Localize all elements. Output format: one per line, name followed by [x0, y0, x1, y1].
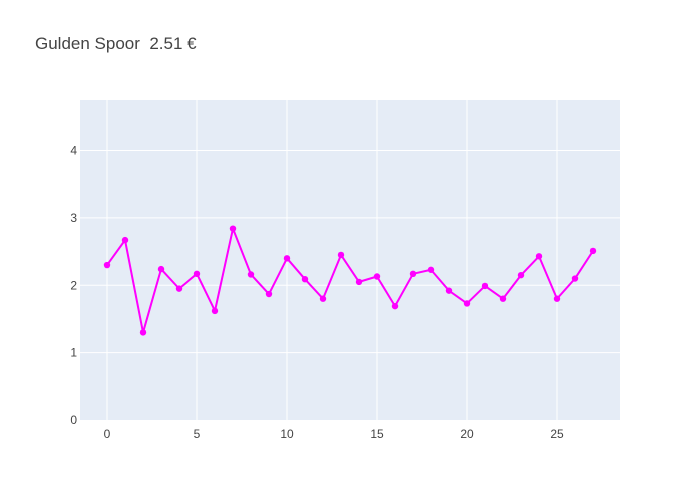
- data-point: [553, 295, 561, 302]
- y-tick-label: 2: [70, 278, 77, 292]
- data-point: [409, 270, 417, 278]
- data-point: [211, 307, 219, 315]
- y-tick-label: 0: [70, 413, 77, 427]
- data-point: [355, 278, 363, 286]
- data-point: [265, 290, 273, 298]
- y-tick-label: 3: [70, 211, 77, 225]
- data-point: [139, 329, 147, 336]
- data-point: [301, 276, 309, 283]
- data-point: [193, 270, 201, 278]
- x-tick-label: 20: [460, 427, 474, 441]
- x-tick-label: 0: [104, 427, 111, 441]
- data-point: [175, 285, 183, 292]
- data-point: [157, 265, 165, 273]
- x-tick-label: 5: [194, 427, 201, 441]
- chart-title: Gulden Spoor 2.51 €: [35, 34, 197, 53]
- data-point: [535, 253, 543, 260]
- data-point: [103, 261, 111, 269]
- data-point: [517, 271, 525, 279]
- data-point: [283, 255, 291, 262]
- plot-area: [80, 100, 620, 420]
- data-point: [319, 295, 327, 302]
- data-point: [247, 271, 255, 278]
- data-point: [481, 282, 489, 290]
- data-point: [121, 236, 129, 244]
- data-point: [589, 247, 597, 255]
- data-point: [445, 287, 453, 294]
- x-tick-label: 15: [370, 427, 384, 441]
- tick-labels: 0 5 10 15 20 25 0 1 2 3 4: [70, 144, 564, 441]
- y-tick-label: 4: [70, 144, 77, 158]
- series-line: [106, 227, 594, 334]
- data-point: [229, 225, 237, 232]
- grid-lines: [80, 100, 620, 420]
- y-tick-label: 1: [70, 346, 77, 360]
- data-point: [499, 295, 507, 302]
- x-tick-label: 10: [280, 427, 294, 441]
- data-point: [463, 300, 471, 307]
- data-point: [571, 275, 579, 282]
- x-tick-label: 25: [550, 427, 564, 441]
- data-point: [337, 251, 345, 259]
- data-point: [373, 273, 381, 280]
- data-point: [427, 266, 435, 273]
- series-layer: [103, 225, 597, 336]
- data-point: [391, 302, 399, 310]
